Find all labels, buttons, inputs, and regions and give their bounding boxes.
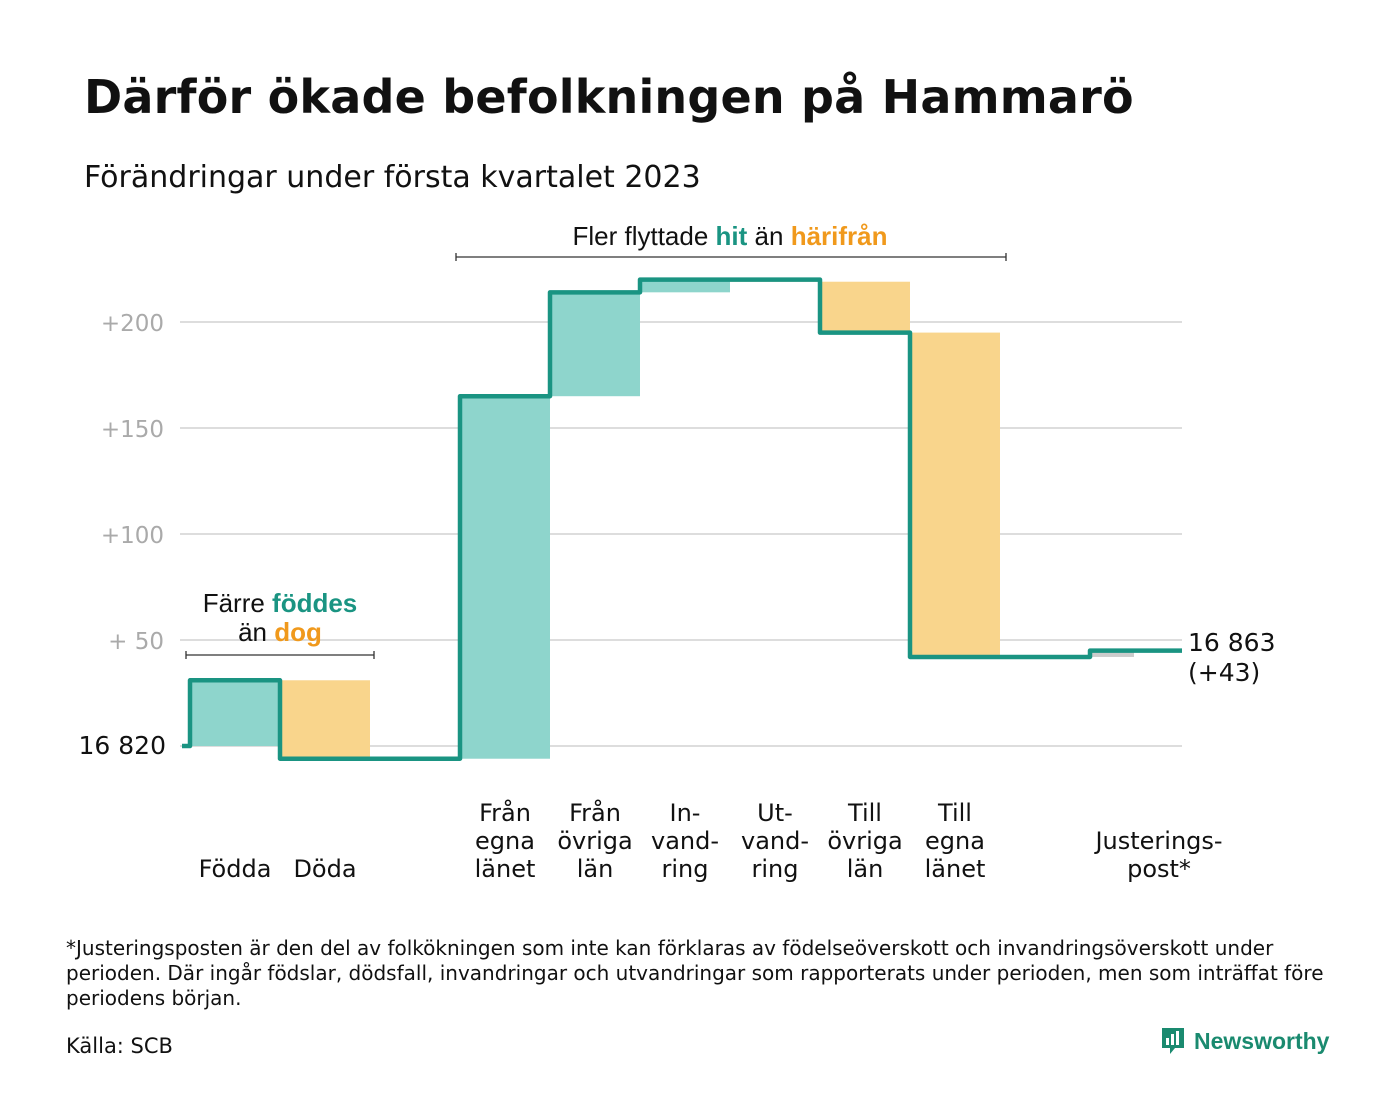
x-category-label: egna: [925, 827, 985, 855]
births-bracket: [185, 651, 375, 659]
x-category-label: vand-: [741, 827, 809, 855]
x-category-label: länet: [925, 855, 986, 883]
births-annotation-text: Färre: [203, 588, 272, 618]
chart-subtitle: Förändringar under första kvartalet 2023: [84, 160, 701, 195]
newsworthy-logo[interactable]: Newsworthy: [1160, 1026, 1329, 1056]
bar: [910, 332, 1000, 657]
x-category-label: ring: [752, 855, 799, 883]
x-category-label: län: [847, 855, 884, 883]
x-category-label: Döda: [293, 855, 356, 883]
bar: [820, 281, 910, 333]
x-category-label: Från: [479, 798, 531, 827]
x-category-label: län: [577, 855, 614, 883]
moves-annotation-mid: än: [747, 221, 790, 251]
footnote: *Justeringsposten är den del av folkökni…: [66, 936, 1324, 1010]
births-annotation-highlight: föddes: [272, 588, 357, 618]
moves-annotation: Fler flyttade hit än härifrån: [455, 221, 1007, 261]
deaths-annotation-text: än: [238, 617, 274, 647]
end-change-label: (+43): [1188, 658, 1260, 687]
births-annotation: Färre föddes än dog: [185, 588, 375, 659]
newsworthy-logo-text: Newsworthy: [1194, 1027, 1330, 1054]
bar: [1092, 650, 1134, 657]
x-category-label: Födda: [199, 855, 272, 883]
y-tick-label: +100: [101, 523, 164, 549]
svg-text:Fler flyttade hit än härifrån: Fler flyttade hit än härifrån: [572, 221, 887, 251]
y-tick-label: +150: [101, 417, 164, 443]
x-category-label: övriga: [827, 827, 902, 855]
y-tick-label: +200: [101, 311, 164, 337]
bar: [190, 680, 280, 746]
waterfall-chart: + 50+100+150+200 Födda DödaFrånegnalänetF…: [79, 221, 1276, 883]
x-category-label: egna: [475, 827, 535, 855]
y-tick-label: + 50: [108, 629, 164, 655]
x-category-label: In-: [670, 799, 701, 827]
chart-title: Därför ökade befolkningen på Hammarö: [84, 70, 1134, 124]
axis-labels: Födda DödaFrånegnalänetFrånövrigalänIn-va…: [199, 798, 1223, 883]
moves-annotation-text: Fler flyttade: [572, 221, 715, 251]
x-category-label: Justerings-: [1093, 827, 1222, 855]
source: Källa: SCB: [66, 1034, 173, 1058]
svg-text:än dog: än dog: [238, 617, 322, 647]
moves-annotation-harifran: härifrån: [791, 221, 888, 251]
moves-bracket: [455, 253, 1007, 261]
svg-text:Färre föddes: Färre föddes: [203, 588, 358, 618]
x-category-label: länet: [475, 855, 536, 883]
bar: [640, 279, 730, 293]
x-category-label: Till: [937, 799, 972, 827]
x-category-label: post*: [1127, 855, 1191, 883]
newsworthy-logo-icon: [1162, 1028, 1184, 1054]
bar: [460, 396, 550, 759]
x-category-label: ring: [662, 855, 709, 883]
moves-annotation-hit: hit: [716, 221, 748, 251]
start-value-label: 16 820: [79, 731, 166, 760]
running-total-line: [182, 277, 1182, 761]
bars: [190, 279, 1134, 759]
bar: [550, 292, 640, 397]
end-value-label: 16 863: [1188, 628, 1275, 657]
running-total-step-line: [182, 277, 1182, 761]
deaths-annotation-highlight: dog: [274, 617, 322, 647]
x-category-label: Till: [847, 799, 882, 827]
bar: [280, 680, 370, 759]
x-category-label: Ut-: [757, 799, 793, 827]
x-category-label: vand-: [651, 827, 719, 855]
x-category-label: övriga: [557, 827, 632, 855]
x-category-label: Från: [569, 798, 621, 827]
